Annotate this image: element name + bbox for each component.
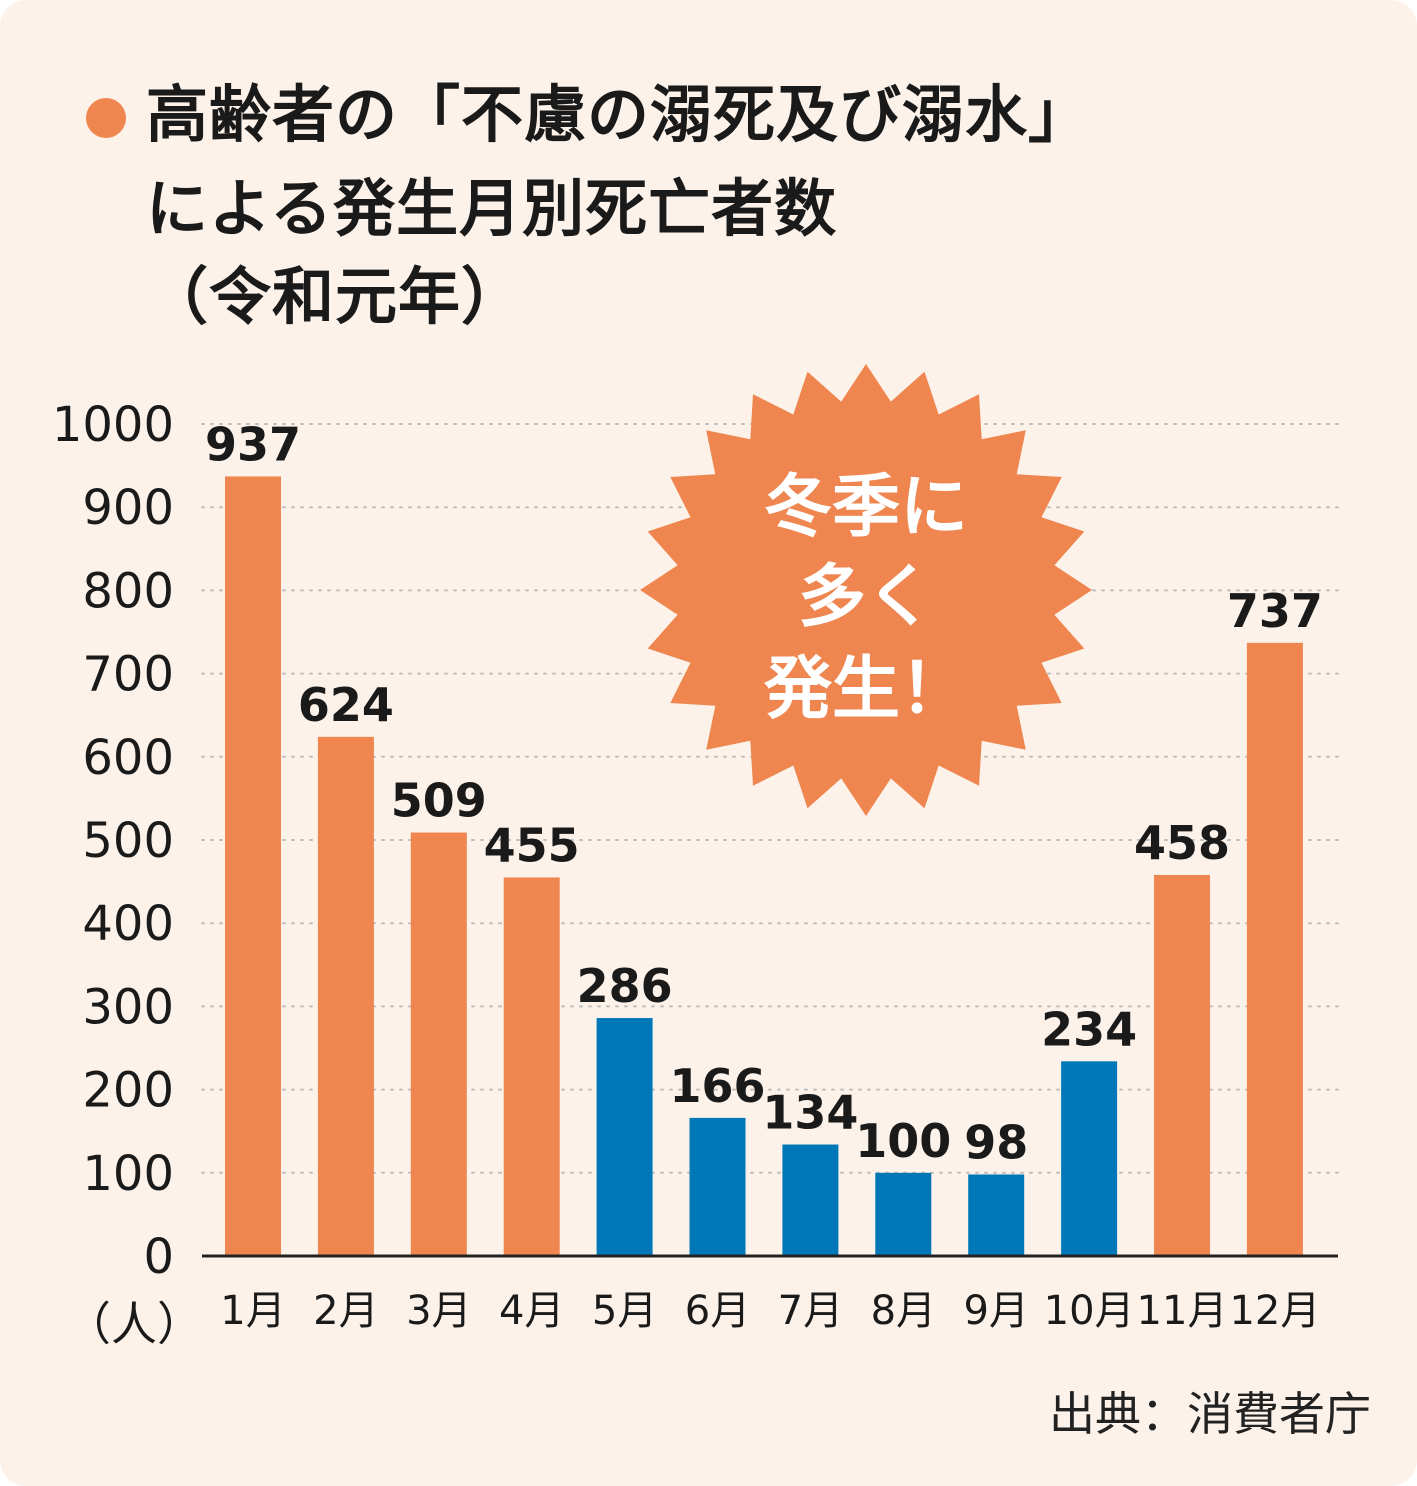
chart-title-line-1: 高齢者の「不慮の溺死及び溺水」: [146, 78, 1092, 151]
bar: [596, 1018, 653, 1256]
y-tick-label: 1000: [52, 397, 174, 453]
x-tick-label: 2月: [313, 1288, 378, 1334]
bar: [689, 1117, 746, 1256]
bar-value-label: 286: [577, 959, 673, 1013]
y-tick-label: 500: [82, 813, 174, 869]
bar: [782, 1144, 839, 1256]
x-axis-ticks: 1月 2月 3月 4月 5月 6月 7月 8月 9月 10月 11月 12月: [220, 1288, 1320, 1334]
bar-value-label: 98: [964, 1115, 1028, 1169]
bar-value-label: 100: [855, 1114, 951, 1168]
bar-value-label: 234: [1041, 1002, 1137, 1056]
y-tick-label: 700: [82, 647, 174, 703]
bar-value-label: 937: [205, 417, 301, 471]
bar-value-label: 134: [762, 1086, 858, 1140]
x-tick-label: 12月: [1229, 1288, 1320, 1334]
y-tick-label: 300: [82, 979, 174, 1035]
bar: [968, 1174, 1025, 1256]
x-tick-label: 8月: [871, 1288, 936, 1334]
x-tick-label: 10月: [1044, 1288, 1135, 1334]
bar-value-label: 624: [298, 678, 394, 732]
bar: [503, 877, 560, 1256]
x-tick-label: 1月: [220, 1288, 285, 1334]
callout-line-1: 冬季に: [764, 468, 968, 547]
source-note: 出典：消費者庁: [1049, 1387, 1371, 1441]
starburst-shape: [640, 364, 1092, 816]
x-tick-label: 3月: [406, 1288, 471, 1334]
chart-title-line-3: （令和元年）: [146, 260, 525, 333]
bars: [225, 476, 1303, 1256]
y-axis-unit-label: （人）: [65, 1297, 203, 1351]
bar-value-label: 455: [484, 818, 580, 872]
bar: [1061, 1061, 1118, 1256]
x-tick-label: 11月: [1137, 1288, 1228, 1334]
bar: [225, 476, 281, 1256]
x-tick-label: 9月: [963, 1288, 1028, 1334]
bar: [1154, 874, 1210, 1256]
x-tick-label: 7月: [778, 1288, 843, 1334]
y-axis-ticks: 0 100 200 300 400 500 600 700 800 900 1000: [52, 397, 174, 1285]
y-tick-label: 800: [82, 563, 174, 619]
y-tick-label: 200: [82, 1063, 174, 1119]
y-tick-label: 900: [82, 480, 174, 536]
bar-value-label: 509: [391, 774, 487, 828]
bar: [1246, 642, 1303, 1256]
x-tick-label: 5月: [592, 1288, 657, 1334]
bar-value-label: 737: [1227, 584, 1323, 638]
callout-line-3: 発生！: [764, 650, 968, 729]
bar-value-label: 458: [1134, 816, 1230, 870]
x-tick-label: 6月: [685, 1288, 750, 1334]
y-tick-label: 100: [82, 1146, 174, 1202]
bar-value-label: 166: [669, 1059, 765, 1113]
callout-starburst: 冬季に 多く 発生！: [640, 364, 1092, 816]
bar: [317, 736, 374, 1256]
y-tick-label: 600: [82, 730, 174, 786]
y-tick-label: 400: [82, 896, 174, 952]
bar: [875, 1172, 932, 1256]
callout-line-2: 多く: [798, 558, 934, 637]
bar: [410, 832, 467, 1256]
chart-title-line-2: による発生月別死亡者数: [146, 172, 838, 245]
circle-bullet-icon: [86, 98, 126, 138]
x-tick-label: 4月: [499, 1288, 564, 1334]
y-tick-label: 0: [143, 1229, 174, 1285]
